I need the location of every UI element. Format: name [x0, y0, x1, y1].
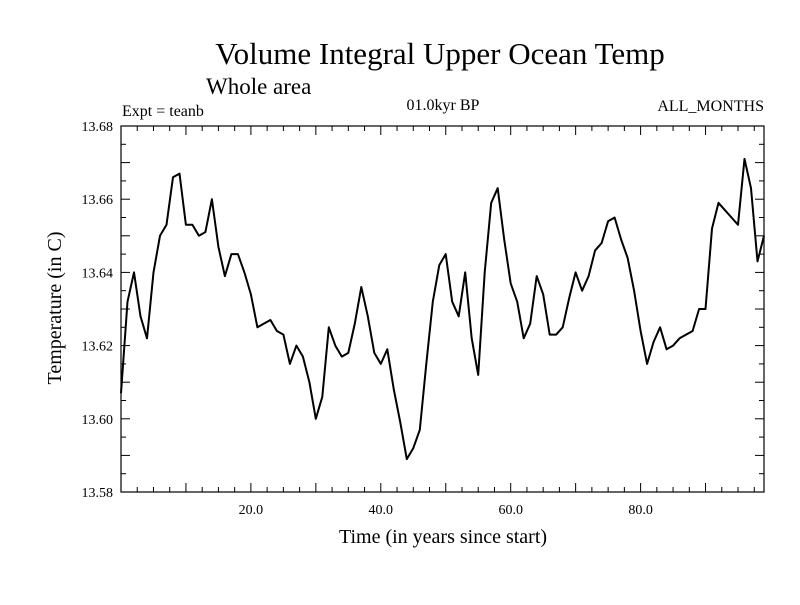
x-axis-label: Time (in years since start)	[339, 526, 547, 548]
y-tick-label: 13.58	[82, 486, 114, 501]
months-label: ALL_MONTHS	[657, 98, 764, 115]
x-tick-label: 20.0	[239, 503, 264, 518]
x-tick-label: 60.0	[498, 503, 523, 518]
y-tick-label: 13.66	[82, 193, 114, 208]
y-tick-labels: 13.58 13.60 13.62 13.64 13.66 13.68	[82, 120, 114, 501]
plot-frame	[120, 125, 765, 493]
axis-ticks	[121, 126, 764, 492]
x-tick-labels: 20.0 40.0 60.0 80.0	[239, 503, 653, 518]
x-tick-label: 80.0	[628, 503, 653, 518]
period-label: 01.0kyr BP	[407, 97, 480, 114]
chart-subtitle: Whole area	[206, 74, 311, 99]
experiment-label: Expt = teanb	[122, 103, 204, 120]
y-tick-label: 13.68	[82, 120, 114, 135]
chart-title: Volume Integral Upper Ocean Temp	[215, 36, 665, 71]
y-tick-label: 13.60	[82, 413, 114, 428]
y-tick-label: 13.64	[82, 266, 114, 281]
y-axis-label: Temperature (in C)	[44, 232, 66, 385]
y-tick-label: 13.62	[82, 340, 114, 355]
x-tick-label: 40.0	[369, 503, 394, 518]
temperature-series-line	[120, 157, 765, 461]
